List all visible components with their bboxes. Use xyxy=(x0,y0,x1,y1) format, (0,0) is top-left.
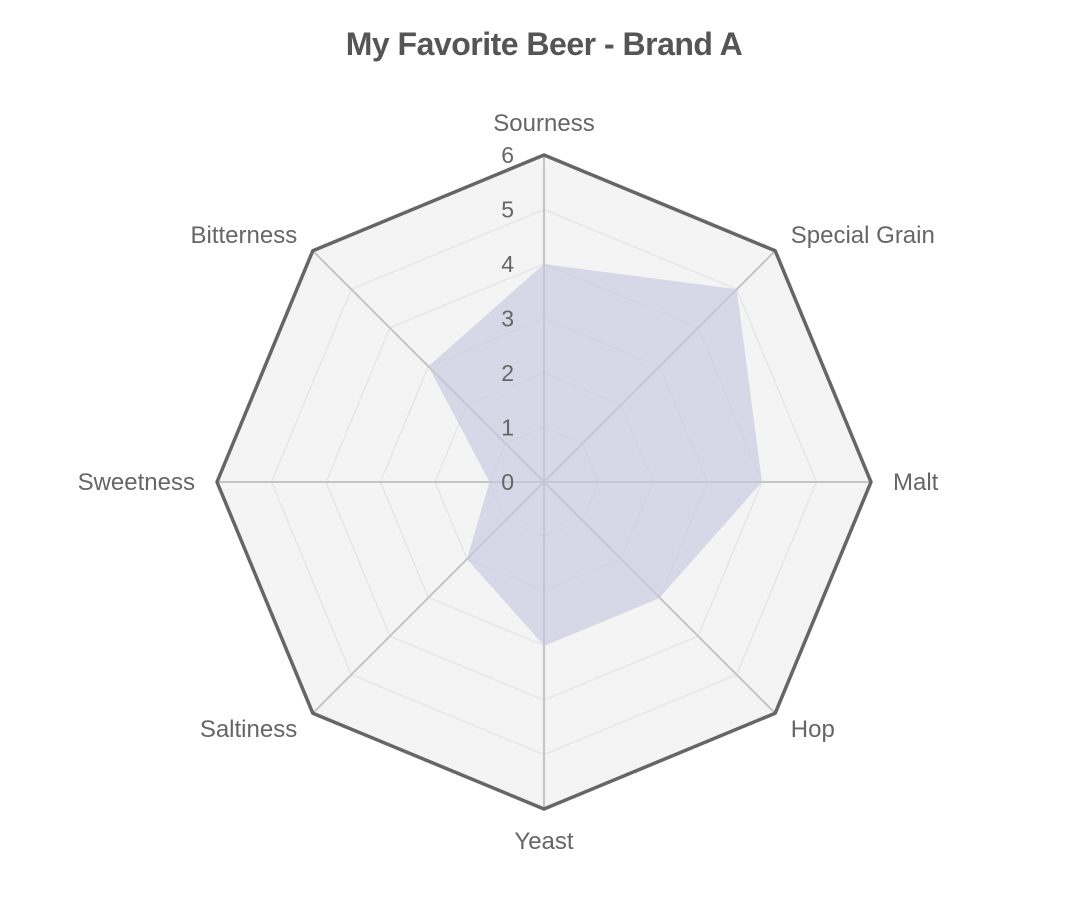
indicator-label: Sourness xyxy=(493,110,594,137)
tick-label: 0 xyxy=(501,469,514,495)
indicator-label: Saltiness xyxy=(200,716,297,743)
indicator-label: Special Grain xyxy=(791,222,935,249)
series-area xyxy=(428,264,762,646)
tick-label: 2 xyxy=(501,360,514,386)
indicator-label: Yeast xyxy=(514,828,574,855)
tick-label: 4 xyxy=(501,251,514,277)
indicator-label: Bitterness xyxy=(191,222,298,249)
tick-label: 1 xyxy=(501,415,514,441)
tick-label: 6 xyxy=(501,142,514,168)
tick-label: 5 xyxy=(501,197,514,223)
indicator-label: Hop xyxy=(791,716,835,743)
indicator-label: Malt xyxy=(893,469,939,496)
chart-title: My Favorite Beer - Brand A xyxy=(345,26,743,62)
indicator-label: Sweetness xyxy=(78,469,195,496)
radar-outer-border xyxy=(215,153,873,811)
tick-label: 3 xyxy=(501,306,514,332)
